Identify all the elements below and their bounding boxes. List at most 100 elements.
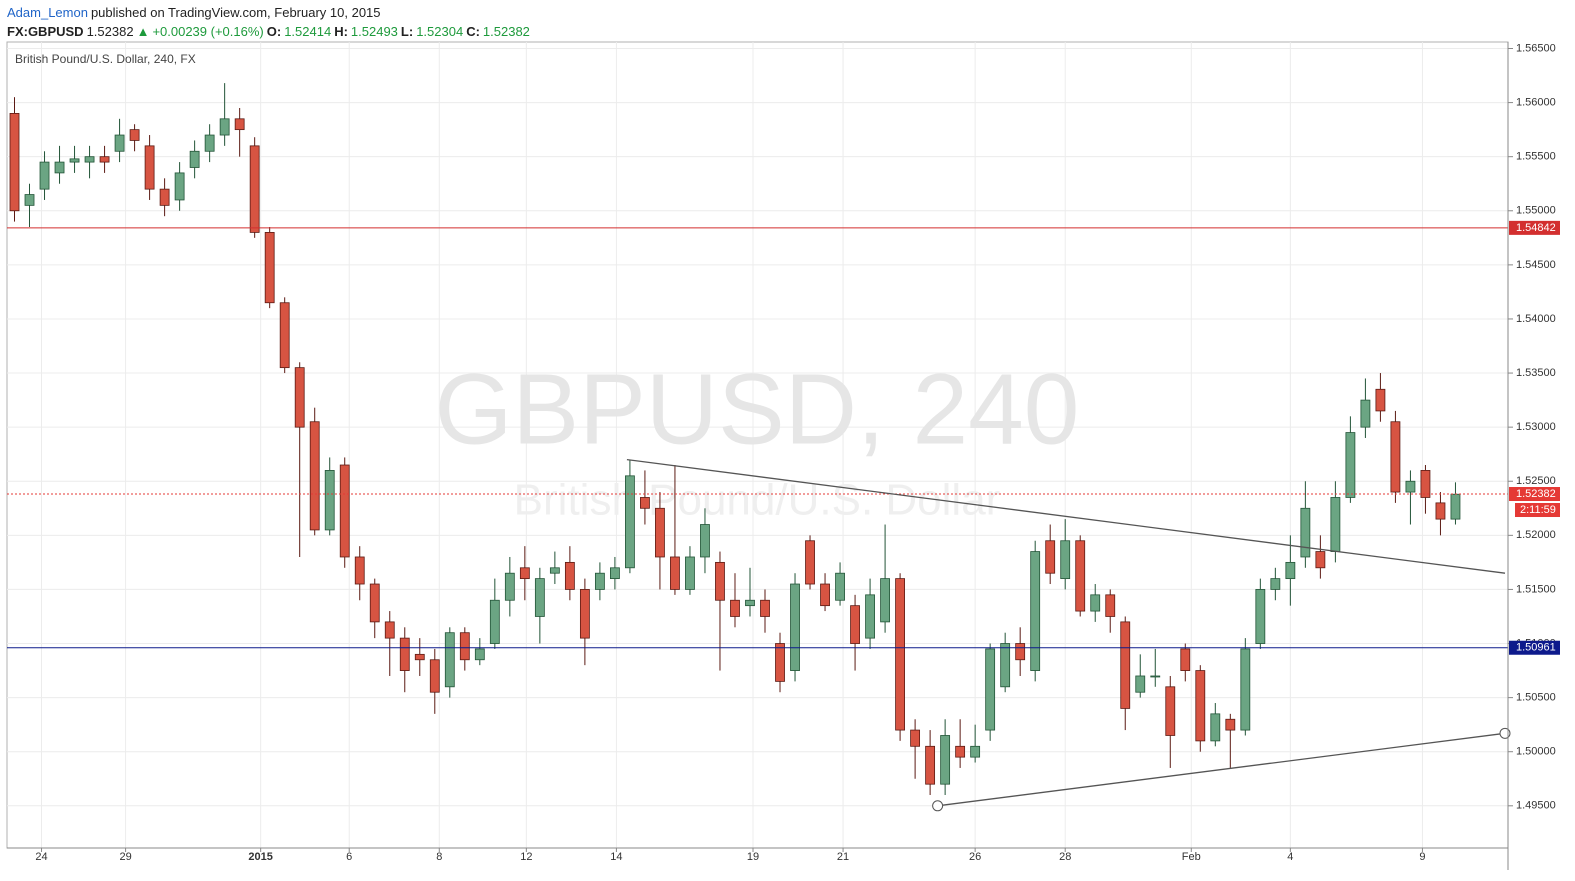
countdown: 2:11:59 [1520, 504, 1556, 516]
y-tick-label: 1.53500 [1516, 367, 1556, 379]
candle-body [835, 572, 845, 601]
trendline-handle [932, 800, 944, 812]
grid [7, 42, 1508, 848]
candle-body [1390, 421, 1401, 493]
candle-body [1195, 670, 1206, 742]
candle-body [715, 561, 725, 601]
candle-body [640, 497, 650, 509]
candle-body [625, 475, 635, 569]
author[interactable]: Adam_Lemon [7, 5, 88, 20]
y-tick-label: 1.51500 [1516, 583, 1556, 595]
candle-body [444, 632, 455, 688]
candle-body [429, 659, 440, 693]
y-tick-label: 1.50500 [1516, 692, 1556, 704]
candle-body [9, 113, 20, 212]
candle-body [1330, 497, 1341, 552]
candle-body [700, 524, 710, 558]
candle-body [384, 621, 395, 639]
candle-body [1045, 540, 1056, 574]
candle-body [339, 464, 350, 558]
trendline [937, 732, 1506, 807]
candle-body [474, 648, 485, 661]
candle-body [1015, 643, 1026, 661]
candle-body [1135, 675, 1146, 693]
candle-body [54, 161, 65, 174]
candle-body [955, 745, 966, 758]
axes: 1.495001.500001.505001.510001.515001.520… [35, 42, 1560, 863]
candle-body [1120, 621, 1131, 709]
chart-title: British Pound/U.S. Dollar, 240, FX [15, 52, 196, 66]
candle-body [129, 129, 140, 141]
candle-body [1270, 578, 1281, 590]
candle-body [760, 599, 770, 617]
c-value: 1.52382 [482, 24, 530, 39]
candle-body [1225, 718, 1236, 731]
candle-body [1315, 551, 1326, 569]
x-tick-label: 6 [346, 851, 352, 863]
candle-body [414, 653, 425, 661]
candle-body [309, 421, 320, 531]
x-tick-label: Feb [1182, 851, 1201, 863]
candle-body [1300, 507, 1311, 558]
o-label: O: [266, 24, 282, 39]
candle-body [1255, 589, 1266, 644]
candle-body [1240, 648, 1251, 731]
candle-body [504, 572, 515, 601]
y-tick-label: 1.54500 [1516, 259, 1556, 271]
x-tick-label: 29 [119, 851, 131, 863]
countdown-tag [1515, 503, 1560, 518]
candle-body [459, 632, 470, 661]
candle-body [805, 540, 815, 585]
y-tick-label: 1.50000 [1516, 746, 1556, 758]
published: published on TradingView.com, February 1… [90, 5, 381, 20]
change: +0.00239 (+0.16%) [152, 24, 264, 39]
candle-body [264, 232, 275, 304]
candle-body [880, 578, 890, 623]
candle-body [219, 118, 230, 136]
candle-body [775, 643, 785, 682]
arrow: ▲ [136, 24, 150, 39]
y-tick-label: 1.56000 [1516, 96, 1556, 108]
candle-body [84, 156, 95, 163]
candle-body [579, 589, 590, 639]
candle-body [324, 470, 335, 531]
candle-body [1060, 540, 1071, 580]
candle-body [820, 583, 830, 607]
x-tick-label: 4 [1287, 851, 1293, 863]
candle-body [850, 605, 860, 644]
candle-body [204, 134, 215, 152]
candle-body [279, 302, 290, 369]
watermark-subtitle: British Pound/U.S. Dollar [514, 476, 1001, 525]
candle-body [234, 118, 245, 131]
candle-body [114, 134, 125, 152]
candle-body [1405, 480, 1416, 493]
candle-body [670, 556, 680, 590]
price-level-tag [1509, 640, 1560, 655]
o-value: 1.52414 [284, 24, 332, 39]
trendline [626, 458, 1506, 574]
price-level-label: 1.54842 [1516, 222, 1556, 234]
candle-body [1180, 648, 1191, 671]
candle-body [1435, 502, 1446, 520]
l-label: L: [400, 24, 414, 39]
y-tick-label: 1.49500 [1516, 800, 1556, 812]
candle-body [1375, 388, 1386, 412]
x-tick-label: 12 [520, 851, 532, 863]
candle-body [1345, 432, 1356, 498]
candle-body [1450, 493, 1461, 520]
candle-body [1075, 540, 1086, 612]
c-label: C: [466, 24, 480, 39]
candle-body [1210, 713, 1221, 742]
price-level-tag [1509, 220, 1560, 235]
candle-body [745, 599, 755, 607]
candle-body [249, 145, 260, 233]
header-line: FX:GBPUSD 1.52382 ▲ +0.00239 (+0.16%) O: 1.52… [7, 22, 533, 41]
candle-body [399, 637, 410, 671]
x-tick-label: 8 [436, 851, 442, 863]
candle-body [189, 150, 200, 168]
candle-body [549, 567, 560, 574]
symbol: FX:GBPUSD [7, 24, 84, 39]
y-tick-label: 1.52000 [1516, 529, 1556, 541]
